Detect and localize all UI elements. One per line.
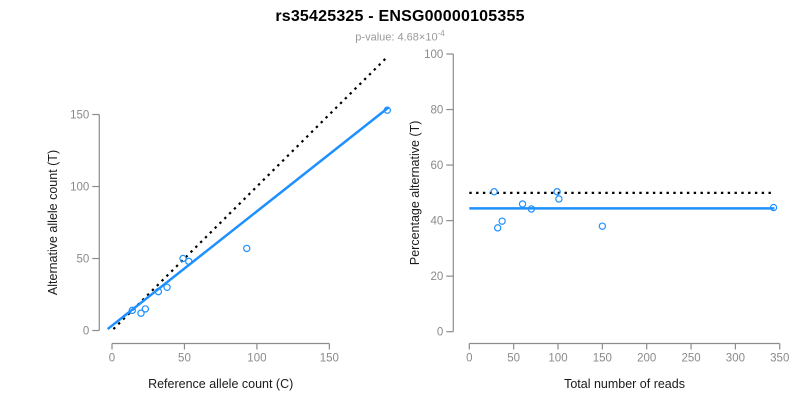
x-axis-title: Total number of reads [564, 377, 685, 391]
y-axis-title: Percentage alternative (T) [408, 121, 422, 266]
data-point [493, 224, 502, 232]
regression-line [106, 106, 390, 331]
x-tick-label: 300 [726, 353, 745, 365]
x-tick-label: 50 [178, 353, 191, 365]
data-point [555, 195, 563, 203]
data-point [163, 283, 171, 291]
x-tick-label: 200 [637, 353, 656, 365]
data-point [598, 222, 607, 230]
y-tick-label: 20 [431, 271, 444, 283]
data-point [769, 203, 778, 212]
y-tick-label: 40 [431, 216, 444, 228]
data-point [553, 188, 561, 196]
y-tick-label: 100 [70, 182, 89, 194]
x-tick-label: 100 [247, 353, 266, 365]
x-tick-label: 150 [593, 353, 612, 365]
y-tick-label: 0 [437, 327, 443, 339]
x-tick-label: 0 [109, 353, 115, 365]
data-point [518, 200, 527, 208]
data-point [185, 257, 193, 266]
data-point [179, 254, 187, 263]
data-point [383, 106, 392, 114]
data-point [527, 205, 536, 213]
data-point [490, 188, 498, 196]
x-axis-title: Reference allele count (C) [148, 377, 293, 391]
data-point [137, 309, 145, 317]
y-tick-label: 50 [77, 254, 90, 266]
data-point [243, 244, 251, 253]
x-tick-label: 50 [507, 353, 520, 365]
y-axis-title: Alternative allele count (T) [46, 150, 60, 295]
x-tick-label: 250 [681, 353, 700, 365]
x-tick-label: 0 [466, 353, 472, 365]
identity-line [112, 57, 387, 330]
data-point [498, 217, 506, 225]
data-point [128, 306, 136, 315]
x-tick-label: 150 [320, 353, 339, 365]
y-tick-label: 80 [431, 105, 444, 117]
data-point [141, 305, 150, 313]
y-tick-label: 60 [431, 160, 444, 172]
x-tick-label: 100 [548, 353, 567, 365]
y-tick-label: 100 [424, 49, 443, 61]
y-tick-label: 0 [83, 326, 89, 338]
data-point [154, 287, 163, 296]
y-tick-label: 150 [70, 110, 89, 122]
x-tick-label: 350 [770, 353, 789, 365]
